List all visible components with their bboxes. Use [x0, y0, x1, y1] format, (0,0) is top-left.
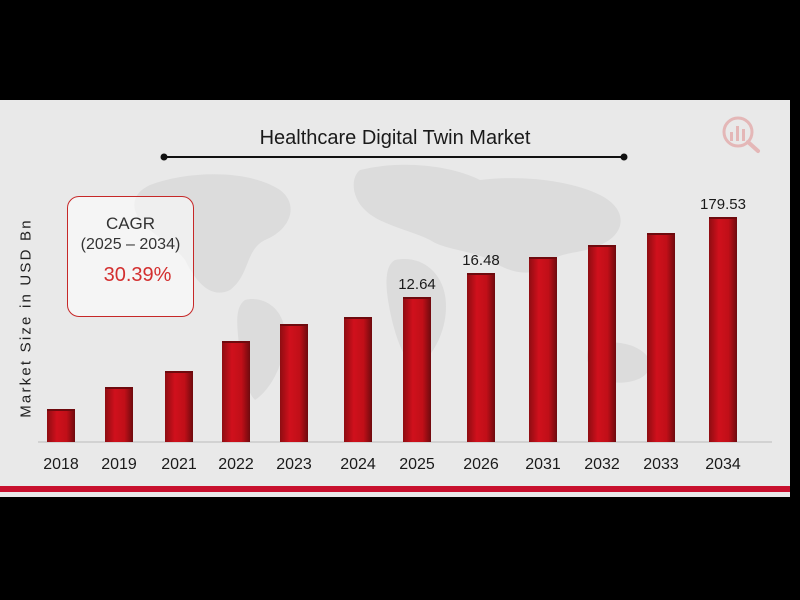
- bar-2024: [344, 317, 372, 442]
- x-tick-label: 2024: [340, 456, 376, 473]
- y-axis-label: Market Size in USD Bn: [17, 218, 35, 418]
- x-tick-label: 2032: [584, 456, 620, 473]
- cagr-callout: CAGR (2025 – 2034) 30.39%: [67, 196, 194, 317]
- bar-cap-2025: [403, 297, 431, 299]
- cagr-value: 30.39%: [103, 264, 172, 286]
- title-rule-dot-left: [160, 153, 168, 161]
- data-label: 16.48: [462, 252, 500, 269]
- footer-red-bar: [0, 486, 790, 492]
- bar-cap-2024: [344, 317, 372, 319]
- x-tick-label: 2025: [399, 456, 435, 473]
- x-tick-label: 2018: [43, 456, 79, 473]
- bar-cap-2033: [647, 233, 675, 235]
- chart-magnifier-logo-icon: [722, 116, 760, 153]
- bar-2033: [647, 233, 675, 442]
- bar-cap-2031: [529, 257, 557, 259]
- bar-cap-2023: [280, 324, 308, 326]
- bar-chart: 2018 2019 2021 2022 2023 2024 2025 12.64 2026 16.…: [38, 153, 772, 473]
- x-tick-label: 2023: [276, 456, 312, 473]
- x-tick-label: 2026: [463, 456, 499, 473]
- x-tick-label: 2021: [161, 456, 197, 473]
- chart-title: Healthcare Digital Twin Market: [259, 127, 531, 149]
- title-rule-dot-right: [620, 153, 628, 161]
- bar-2031: [529, 257, 557, 442]
- bar-cap-2032: [588, 245, 616, 247]
- bar-2022: [222, 341, 250, 442]
- bar-2032: [588, 245, 616, 442]
- data-label: 179.53: [700, 196, 746, 213]
- bar-2019: [105, 387, 133, 442]
- bar-cap-2026: [467, 273, 495, 275]
- bar-cap-2018: [47, 409, 75, 411]
- cagr-title: CAGR: [105, 214, 156, 233]
- x-tick-label: 2022: [218, 456, 254, 473]
- x-tick-label: 2019: [101, 456, 137, 473]
- footer-grey-strip: [0, 492, 790, 497]
- bar-2034: [709, 217, 737, 442]
- x-tick-label: 2034: [705, 456, 741, 473]
- bar-2018: [47, 409, 75, 442]
- bar-2025: [403, 297, 431, 442]
- data-label: 12.64: [398, 276, 436, 293]
- bar-cap-2019: [105, 387, 133, 389]
- chart-panel: 2018 2019 2021 2022 2023 2024 2025 12.64 2026 16.…: [0, 100, 790, 497]
- bar-cap-2034: [709, 217, 737, 219]
- bar-2021: [165, 371, 193, 442]
- bar-cap-2022: [222, 341, 250, 343]
- x-tick-label: 2031: [525, 456, 561, 473]
- cagr-period: (2025 – 2034): [80, 236, 181, 253]
- bar-cap-2021: [165, 371, 193, 373]
- x-tick-label: 2033: [643, 456, 679, 473]
- bar-2026: [467, 273, 495, 442]
- bar-2023: [280, 324, 308, 442]
